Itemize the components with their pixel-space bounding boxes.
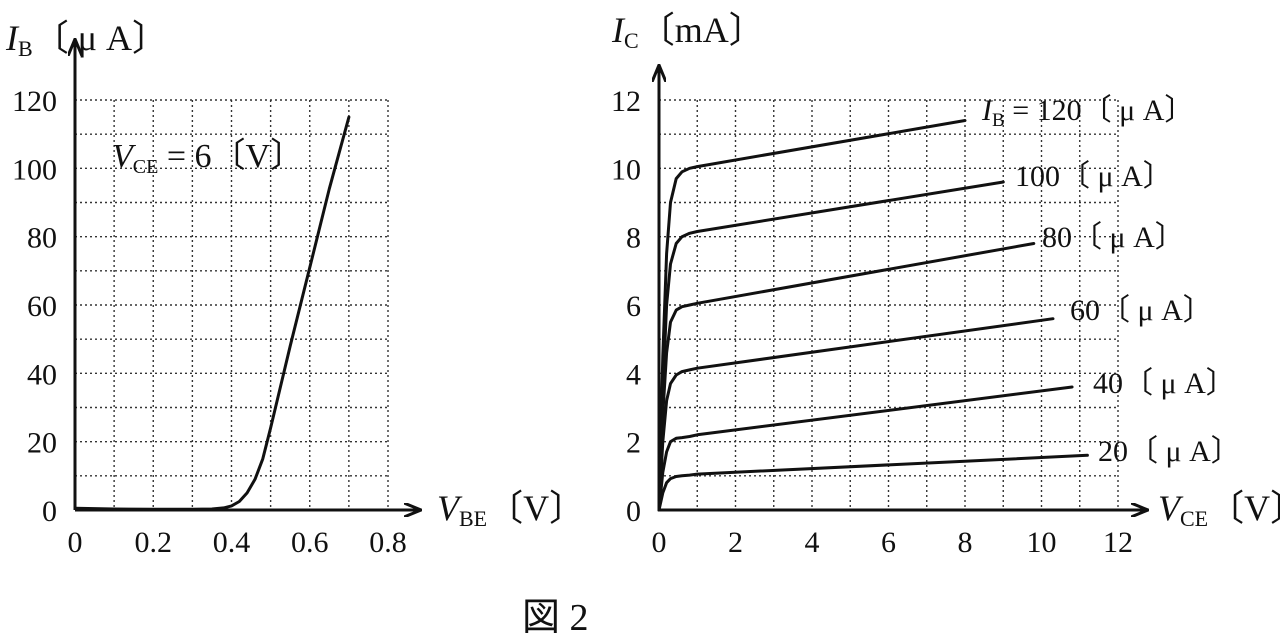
x-tick-label: 0 bbox=[68, 526, 83, 559]
left-x-axis-label: VBE〔V〕 bbox=[437, 488, 585, 531]
y-tick-label: 40 bbox=[27, 358, 57, 391]
y-tick-label: 8 bbox=[626, 222, 641, 255]
y-tick-label: 4 bbox=[626, 358, 641, 391]
output-characteristic-chart: 0 2 4 6 8 10 12 0 2 4 6 8 10 12 IC〔mA〕 VCE〔V〕 IB = 12… bbox=[611, 10, 1280, 559]
y-tick-label: 100 bbox=[12, 153, 57, 186]
ic-curve-series-2 bbox=[657, 242, 1036, 512]
series-label-ib-120: IB = 120〔 μ A〕 bbox=[981, 94, 1194, 131]
series-label-ib-80: 80〔 μ A〕 bbox=[1042, 221, 1185, 254]
y-tick-label: 20 bbox=[27, 427, 57, 460]
ib-vbe-curve bbox=[73, 115, 351, 511]
ic-curve-series-3 bbox=[657, 317, 1055, 512]
series-label-ib-60: 60〔 μ A〕 bbox=[1070, 294, 1213, 327]
x-tick-label: 2 bbox=[728, 526, 743, 559]
ic-curve-series-4 bbox=[657, 385, 1074, 512]
left-tick-labels: 0 0.2 0.4 0.6 0.8 0 20 40 60 80 100 120 bbox=[12, 85, 407, 559]
right-x-axis-label: VCE〔V〕 bbox=[1158, 488, 1280, 531]
right-y-axis-label: IC〔mA〕 bbox=[611, 10, 765, 53]
x-tick-label: 0.4 bbox=[213, 526, 251, 559]
ic-vce-curves bbox=[657, 119, 1089, 512]
y-tick-label: 6 bbox=[626, 290, 641, 323]
x-tick-label: 0.6 bbox=[291, 526, 329, 559]
y-tick-label: 80 bbox=[27, 222, 57, 255]
right-tick-labels: 0 2 4 6 8 10 12 0 2 4 6 8 10 12 bbox=[611, 85, 1133, 559]
x-tick-label: 8 bbox=[958, 526, 973, 559]
vce-annotation: VCE = 6〔V〕 bbox=[112, 137, 304, 178]
left-grid bbox=[75, 99, 389, 510]
series-label-ib-100: 100〔 μ A〕 bbox=[1015, 160, 1173, 193]
series-label-ib-20: 20〔 μ A〕 bbox=[1098, 435, 1241, 468]
ic-curve-series-5 bbox=[657, 453, 1089, 512]
y-tick-label: 2 bbox=[626, 427, 641, 460]
x-tick-label: 4 bbox=[805, 526, 820, 559]
x-tick-label: 10 bbox=[1027, 526, 1057, 559]
y-tick-label: 10 bbox=[611, 153, 641, 186]
y-tick-label: 60 bbox=[27, 290, 57, 323]
left-y-axis-label: IB〔 μ A〕 bbox=[5, 18, 168, 61]
right-grid bbox=[659, 99, 1119, 510]
ic-curve-series-1 bbox=[657, 180, 1005, 512]
x-tick-label: 0 bbox=[652, 526, 667, 559]
x-tick-label: 0.2 bbox=[135, 526, 173, 559]
ic-curve-series-0 bbox=[657, 119, 967, 512]
series-label-ib-40: 40〔 μ A〕 bbox=[1093, 367, 1236, 400]
input-characteristic-chart: 0 0.2 0.4 0.6 0.8 0 20 40 60 80 100 120 IB〔 μ A〕 VB… bbox=[5, 18, 585, 559]
y-tick-label: 0 bbox=[42, 495, 57, 528]
y-tick-label: 120 bbox=[12, 85, 57, 118]
y-tick-label: 12 bbox=[611, 85, 641, 118]
x-tick-label: 0.8 bbox=[369, 526, 407, 559]
figure-caption: 図 2 bbox=[522, 597, 589, 639]
x-tick-label: 12 bbox=[1103, 526, 1133, 559]
x-tick-label: 6 bbox=[881, 526, 896, 559]
y-tick-label: 0 bbox=[626, 495, 641, 528]
